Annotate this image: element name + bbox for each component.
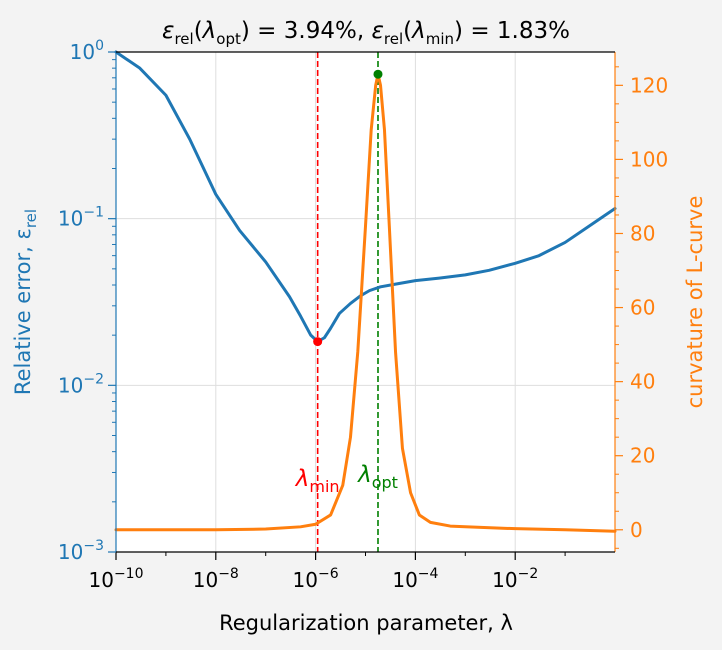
title-opt-value: ) = 3.94%, xyxy=(241,18,372,44)
left-tick-label-base: 10 xyxy=(58,540,83,564)
x-tick-label-base: 10 xyxy=(492,568,517,592)
x-tick-label-base: 10 xyxy=(293,568,318,592)
title-opt-sub: opt xyxy=(216,30,241,48)
x-tick-label-base: 10 xyxy=(193,568,218,592)
x-tick-label-exp: −6 xyxy=(318,566,339,582)
right-tick-label: 100 xyxy=(630,147,668,171)
right-tick-label: 0 xyxy=(630,518,643,542)
x-tick-label-exp: −8 xyxy=(218,566,239,582)
right-tick-label: 60 xyxy=(630,296,655,320)
lambda-min-marker xyxy=(313,337,323,347)
left-axis-label-sub: rel xyxy=(22,209,40,228)
right-tick-label: 120 xyxy=(630,73,668,97)
x-tick-label: 10−4 xyxy=(392,566,438,592)
left-tick-label-base: 10 xyxy=(58,207,83,231)
relative-error-line xyxy=(114,50,617,344)
right-tick-label: 40 xyxy=(630,370,655,394)
title-lambda-1: λ xyxy=(201,18,217,44)
lambda-min-annotation-sub: min xyxy=(309,477,339,496)
x-tick-label-base: 10 xyxy=(89,568,114,592)
x-tick-label-exp: −10 xyxy=(114,566,144,582)
curvature-line xyxy=(114,72,617,533)
lambda-opt-annotation: λopt xyxy=(356,462,398,492)
left-tick-label-base: 10 xyxy=(70,40,95,64)
title-rel-sub-2: rel xyxy=(384,30,403,48)
x-tick-label: 10−6 xyxy=(293,566,339,592)
tick-layer: 10−10 10−8 10−6 10−4 10−210−310−210−11000204… xyxy=(58,38,668,592)
left-tick-label-exp: −1 xyxy=(83,205,104,221)
series-layer xyxy=(114,50,617,533)
x-tick-label: 10−10 xyxy=(89,566,144,592)
x-tick-label: 10−8 xyxy=(193,566,239,592)
lambda-min-annotation: λmin xyxy=(294,466,340,496)
left-axis-label-text: Relative error, ε xyxy=(11,228,35,395)
lambda-opt-annotation-symbol: λ xyxy=(356,462,372,488)
title-min-sub: min xyxy=(426,30,454,48)
title-min-value: ) = 1.83% xyxy=(454,18,570,44)
title-rel-sub-1: rel xyxy=(174,30,193,48)
left-tick-label: 100 xyxy=(70,38,104,64)
title-lambda-2: λ xyxy=(410,18,426,44)
right-axis-label: curvature of L-curve xyxy=(683,196,707,409)
x-tick-label-base: 10 xyxy=(392,568,417,592)
title-eps-2: ε xyxy=(371,18,383,44)
left-tick-label-exp: 0 xyxy=(95,38,104,54)
title-open-2: ( xyxy=(403,18,412,44)
right-tick-label: 20 xyxy=(630,444,655,468)
title-open-1: ( xyxy=(194,18,203,44)
chart-title: εrel(λopt) = 3.94%, εrel(λmin) = 1.83% xyxy=(162,18,570,48)
x-tick-label: 10−2 xyxy=(492,566,538,592)
left-tick-label-exp: −2 xyxy=(83,371,104,387)
x-tick-label-exp: −2 xyxy=(518,566,539,582)
left-tick-label: 10−1 xyxy=(58,205,104,231)
reference-lines xyxy=(316,52,379,552)
left-axis-label: Relative error, εrel xyxy=(11,209,40,395)
left-tick-label: 10−2 xyxy=(58,371,104,397)
x-axis-label: Regularization parameter, λ xyxy=(219,611,513,635)
lambda-min-annotation-symbol: λ xyxy=(294,466,310,492)
title-eps-1: ε xyxy=(162,18,174,44)
left-tick-label: 10−3 xyxy=(58,538,104,564)
lambda-opt-annotation-sub: opt xyxy=(372,473,398,492)
left-tick-label-base: 10 xyxy=(58,373,83,397)
left-tick-label-exp: −3 xyxy=(83,538,104,554)
lambda-opt-marker xyxy=(373,69,383,79)
x-tick-label-exp: −4 xyxy=(418,566,439,582)
right-tick-label: 80 xyxy=(630,221,655,245)
plot-area xyxy=(116,52,615,552)
marker-layer xyxy=(313,69,383,347)
